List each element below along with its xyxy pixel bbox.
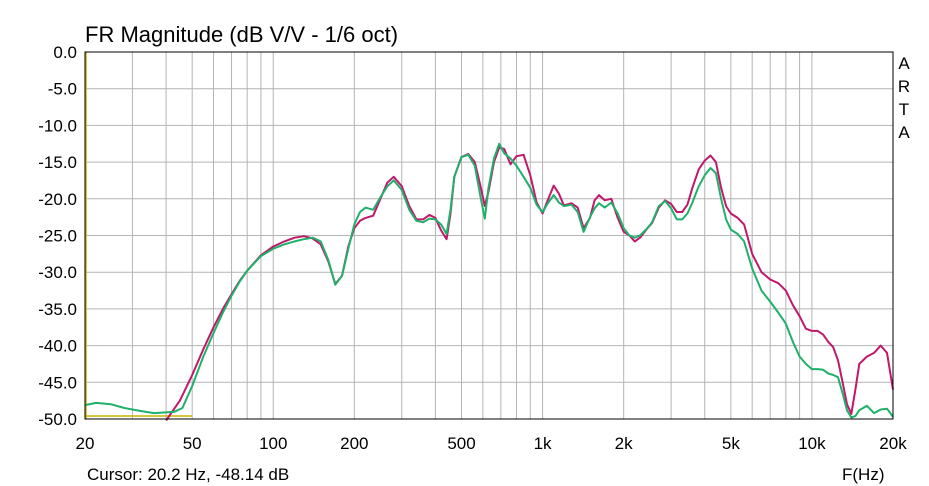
arta-brand-letter: A (898, 123, 910, 142)
x-tick-label: 10k (798, 434, 826, 453)
arta-brand-letter: R (898, 77, 910, 96)
y-tick-label: -30.0 (38, 263, 77, 282)
arta-brand-letter: A (898, 54, 910, 73)
x-tick-label: 5k (722, 434, 740, 453)
y-tick-label: -10.0 (38, 116, 77, 135)
x-tick-label: 500 (447, 434, 475, 453)
y-tick-label: -5.0 (48, 80, 77, 99)
y-tick-label: -45.0 (38, 373, 77, 392)
y-tick-label: -25.0 (38, 227, 77, 246)
y-tick-label: -15.0 (38, 153, 77, 172)
x-tick-label: 1k (534, 434, 552, 453)
plot-frame (84, 51, 894, 420)
x-tick-labels: 20 50 100 200 500 1k 2k 5k 10k 20k (76, 434, 908, 453)
grid-lines (85, 52, 893, 419)
x-tick-label: 20 (76, 434, 95, 453)
series-line-2 (84, 142, 894, 419)
series-layer (84, 142, 894, 422)
x-tick-label: 200 (340, 434, 368, 453)
y-tick-label: 0.0 (53, 43, 77, 62)
y-tick-label: -50.0 (38, 410, 77, 429)
x-tick-label: 20k (879, 434, 907, 453)
y-tick-label: -35.0 (38, 300, 77, 319)
x-tick-label: 100 (259, 434, 287, 453)
cursor-layer (85, 52, 193, 419)
x-tick-label: 50 (183, 434, 202, 453)
arta-brand-letter: T (899, 100, 909, 119)
y-tick-label: -40.0 (38, 337, 77, 356)
x-axis-label: F(Hz) (842, 465, 884, 484)
y-tick-labels: 0.0 -5.0 -10.0 -15.0 -20.0 -25.0 -30.0 -35.0 -40… (38, 43, 77, 429)
chart-title: FR Magnitude (dB V/V - 1/6 oct) (85, 22, 398, 47)
y-tick-label: -20.0 (38, 190, 77, 209)
cursor-readout[interactable]: Cursor: 20.2 Hz, -48.14 dB (87, 465, 289, 484)
x-tick-label: 2k (615, 434, 633, 453)
